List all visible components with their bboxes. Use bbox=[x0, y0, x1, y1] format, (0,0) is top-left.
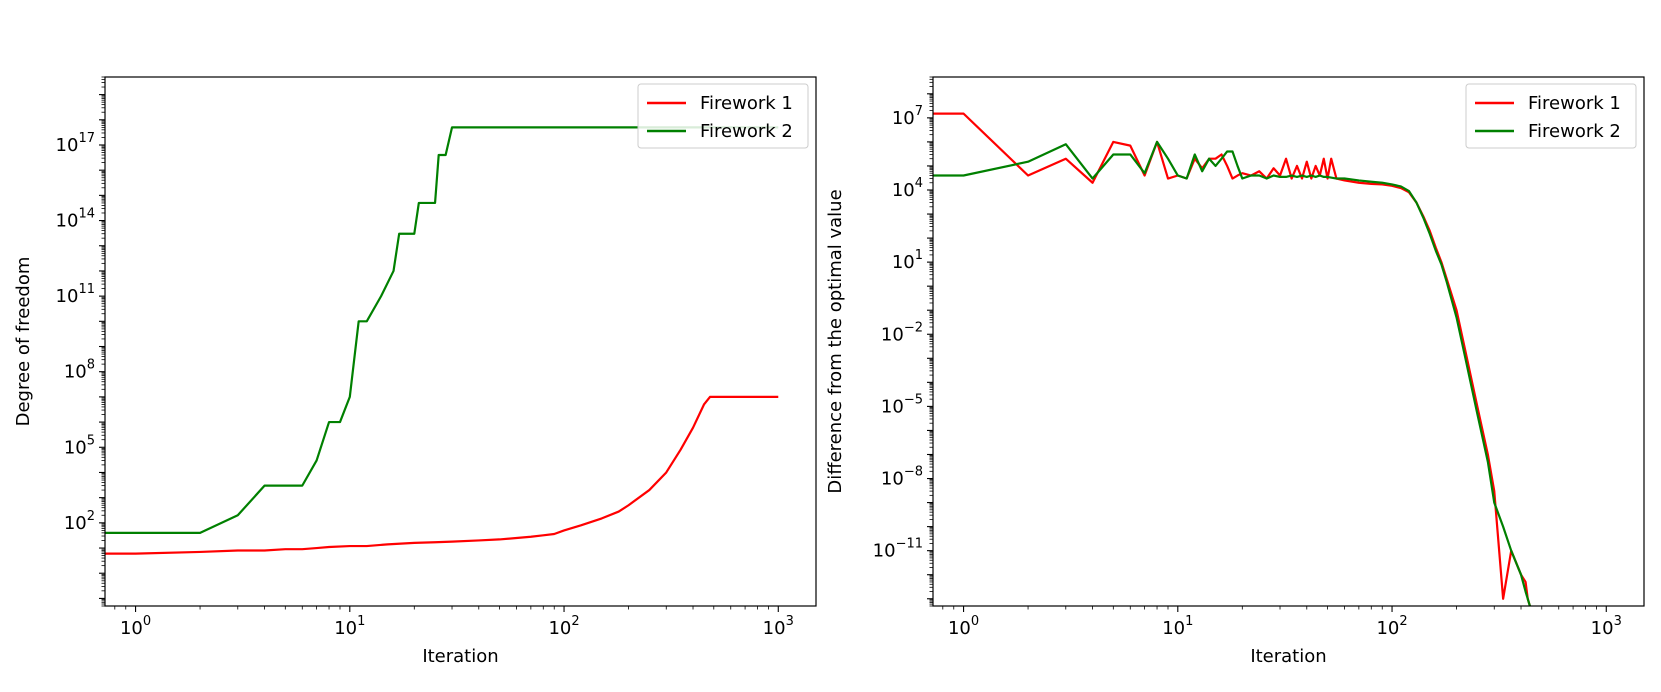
y-tick-label: 104 bbox=[892, 176, 923, 201]
series-lines bbox=[105, 126, 779, 555]
x-axis: 100 101 102 103 bbox=[114, 606, 794, 639]
legend-label-1: Firework 1 bbox=[1528, 93, 1621, 114]
x-tick-label: 102 bbox=[548, 614, 579, 639]
series-lines bbox=[933, 112, 1531, 606]
legend-label-2: Firework 2 bbox=[700, 121, 793, 142]
y-axis-label: Difference from the optimal value bbox=[825, 189, 846, 493]
y-tick-label: 101 bbox=[892, 248, 923, 273]
x-tick-label: 102 bbox=[1376, 614, 1407, 639]
y-tick-label: 10−8 bbox=[881, 465, 923, 490]
x-axis-label: Iteration bbox=[1250, 646, 1326, 667]
y-tick-label: 1011 bbox=[56, 282, 95, 307]
x-axis: 100 101 102 103 bbox=[942, 606, 1622, 639]
y-tick-label: 1017 bbox=[56, 131, 95, 156]
legend: Firework 1 Firework 2 bbox=[637, 83, 809, 149]
series-line-1 bbox=[105, 395, 779, 555]
y-tick-label: 107 bbox=[892, 104, 923, 129]
y-tick-label: 108 bbox=[64, 358, 95, 383]
left-chart: 100 101 102 103 102 105 108 1011 1014 1017 Iterati… bbox=[13, 76, 817, 667]
y-axis-label: Degree of freedom bbox=[13, 257, 34, 427]
y-tick-label: 1014 bbox=[56, 207, 95, 232]
x-axis-label: Iteration bbox=[422, 646, 498, 667]
x-tick-label: 100 bbox=[948, 614, 979, 639]
y-axis: 10−11 10−8 10−5 10−2 101 104 107 bbox=[873, 76, 933, 607]
legend-label-1: Firework 1 bbox=[700, 93, 793, 114]
x-tick-label: 103 bbox=[763, 614, 794, 639]
legend: Firework 1 Firework 2 bbox=[1465, 83, 1637, 149]
x-tick-label: 101 bbox=[1162, 614, 1193, 639]
y-tick-label: 10−11 bbox=[873, 537, 923, 562]
series-line-2 bbox=[105, 126, 779, 534]
x-tick-label: 103 bbox=[1591, 614, 1622, 639]
right-chart: 100 101 102 103 10−11 10−8 10−5 10−2 101 104 107 It… bbox=[825, 76, 1645, 667]
y-axis: 102 105 108 1011 1014 1017 bbox=[56, 76, 105, 607]
series-line-1 bbox=[933, 112, 1531, 606]
series-line-2 bbox=[933, 140, 1531, 606]
axes-frame bbox=[104, 76, 817, 607]
y-tick-label: 102 bbox=[64, 509, 95, 534]
y-tick-label: 105 bbox=[64, 433, 95, 458]
y-tick-label: 10−5 bbox=[881, 392, 923, 417]
x-tick-label: 100 bbox=[120, 614, 151, 639]
legend-label-2: Firework 2 bbox=[1528, 121, 1621, 142]
x-tick-label: 101 bbox=[334, 614, 365, 639]
y-tick-label: 10−2 bbox=[881, 320, 923, 345]
